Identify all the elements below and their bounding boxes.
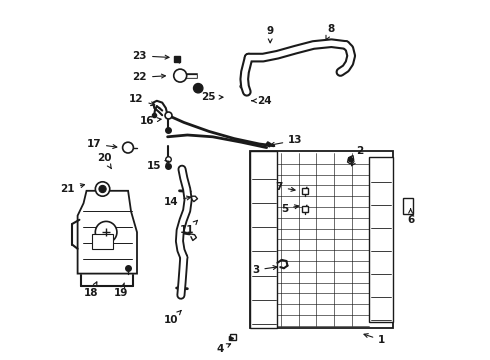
Polygon shape — [369, 157, 392, 322]
Text: 17: 17 — [86, 139, 117, 149]
Text: 16: 16 — [140, 116, 161, 126]
Text: 18: 18 — [84, 282, 98, 298]
Text: 4: 4 — [216, 344, 231, 354]
Text: 23: 23 — [133, 51, 169, 61]
Circle shape — [194, 84, 203, 93]
Text: 5: 5 — [281, 204, 299, 214]
Text: 7: 7 — [275, 182, 295, 192]
Text: 13: 13 — [270, 135, 303, 146]
Text: 11: 11 — [180, 220, 197, 235]
Polygon shape — [250, 151, 392, 328]
Bar — [93, 234, 113, 249]
Text: 20: 20 — [98, 153, 112, 168]
Text: 6: 6 — [407, 209, 414, 225]
Circle shape — [99, 185, 106, 193]
Polygon shape — [250, 151, 277, 328]
Text: 25: 25 — [201, 92, 223, 102]
Text: 22: 22 — [133, 72, 166, 82]
Text: 9: 9 — [267, 26, 274, 43]
Text: 2: 2 — [351, 146, 364, 166]
Text: 24: 24 — [252, 96, 272, 106]
Polygon shape — [266, 142, 271, 147]
Text: 1: 1 — [364, 334, 386, 345]
Text: 14: 14 — [164, 196, 191, 207]
Text: 8: 8 — [326, 24, 335, 40]
Circle shape — [96, 221, 117, 243]
Text: 21: 21 — [61, 184, 84, 194]
Text: 19: 19 — [114, 283, 128, 298]
Circle shape — [122, 142, 133, 153]
Polygon shape — [77, 191, 137, 274]
Text: 3: 3 — [252, 265, 277, 275]
Circle shape — [96, 182, 110, 196]
Text: 15: 15 — [147, 161, 169, 171]
Bar — [403, 198, 414, 214]
Text: 10: 10 — [164, 310, 181, 325]
Circle shape — [174, 69, 187, 82]
Text: 12: 12 — [129, 94, 155, 105]
Polygon shape — [347, 156, 354, 164]
